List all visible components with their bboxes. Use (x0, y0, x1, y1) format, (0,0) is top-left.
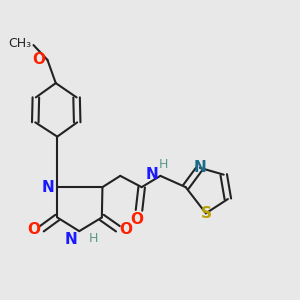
Text: S: S (200, 206, 211, 221)
Text: O: O (130, 212, 143, 227)
Text: N: N (145, 167, 158, 182)
Text: O: O (32, 52, 45, 68)
Text: H: H (159, 158, 168, 170)
Text: CH₃: CH₃ (8, 38, 31, 50)
Text: O: O (27, 223, 40, 238)
Text: N: N (41, 180, 54, 195)
Text: H: H (89, 232, 98, 245)
Text: O: O (120, 223, 133, 238)
Text: N: N (194, 160, 206, 175)
Text: N: N (65, 232, 77, 247)
